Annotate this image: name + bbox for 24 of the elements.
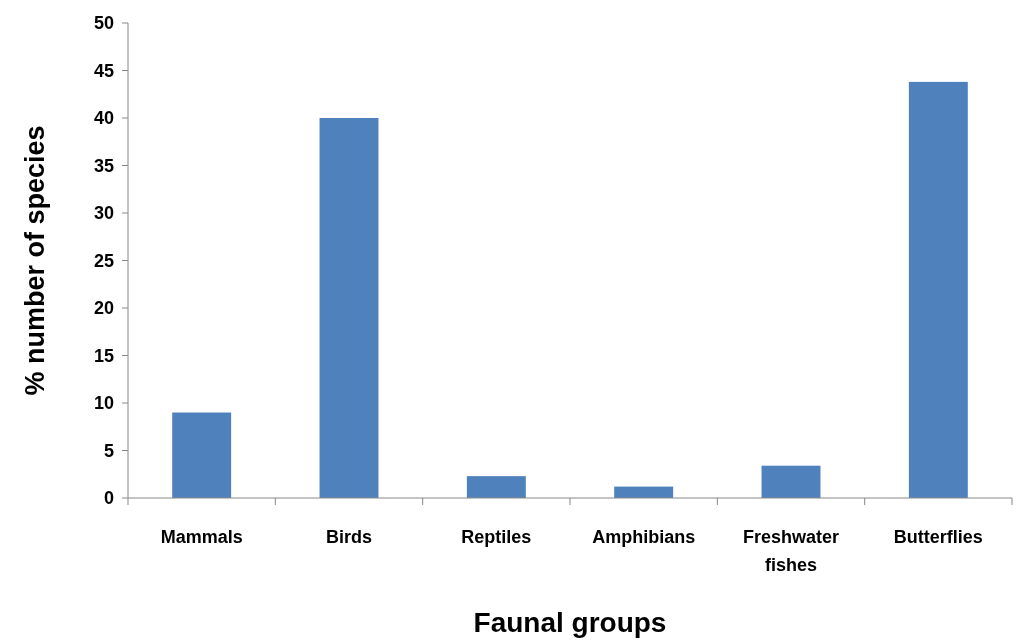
y-tick-label: 25 (93, 250, 114, 271)
bar (908, 81, 968, 498)
x-tick-label: Butterflies (893, 527, 983, 547)
x-tick-label: Freshwater fishes (742, 527, 840, 575)
x-tick-label: Mammals (160, 527, 243, 547)
y-tick-label: 30 (93, 203, 114, 224)
bar (319, 118, 379, 498)
y-tick-label: 50 (93, 13, 114, 34)
x-tick-label: Birds (325, 527, 373, 547)
y-tick-label: 40 (93, 108, 114, 129)
x-axis-title: Faunal groups (473, 607, 667, 638)
y-tick-label: 20 (93, 298, 114, 319)
x-tick-label: Amphibians (592, 527, 696, 547)
y-tick-label: 10 (93, 393, 114, 414)
y-axis-title: % number of species (20, 125, 50, 396)
bar (172, 412, 232, 498)
y-tick-label: 5 (103, 440, 114, 461)
y-tick-label: 0 (103, 488, 114, 509)
x-tick-label: Reptiles (461, 527, 532, 547)
y-tick-label: 15 (93, 345, 114, 366)
bar (466, 476, 526, 498)
y-tick-label: 35 (93, 155, 114, 176)
bar (761, 465, 821, 498)
y-tick-label: 45 (93, 60, 114, 81)
